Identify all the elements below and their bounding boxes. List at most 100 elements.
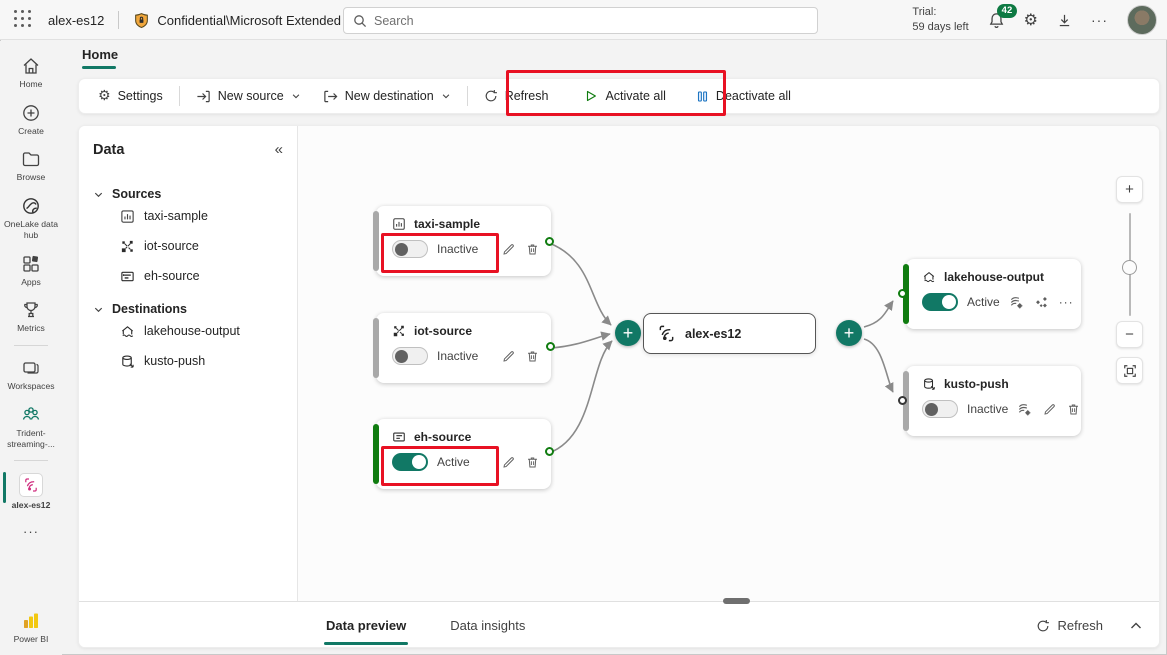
data-explorer-panel: Data « Sources taxi-sample iot-source eh… <box>79 126 298 601</box>
input-port[interactable] <box>898 396 907 405</box>
apps-icon <box>21 254 41 274</box>
workspaces-icon <box>21 358 41 378</box>
refresh-button[interactable]: Refresh <box>473 82 560 110</box>
delete-trash-icon[interactable] <box>1067 403 1080 416</box>
new-destination-button[interactable]: New destination <box>312 82 462 110</box>
delete-trash-icon[interactable] <box>526 456 539 469</box>
panel-resize-handle[interactable] <box>723 598 750 604</box>
sidebar-item-create[interactable]: Create <box>0 96 62 143</box>
metrics-icon <box>21 300 41 320</box>
sidebar-more-button[interactable]: ··· <box>23 524 39 540</box>
node-eventstream-alex-es12[interactable]: alex-es12 <box>643 313 816 354</box>
settings-button[interactable]: ⚙ Settings <box>98 88 163 104</box>
collapse-panel-button[interactable]: « <box>274 141 283 158</box>
taxi-sample-toggle[interactable] <box>392 240 428 258</box>
edit-pencil-icon[interactable] <box>502 243 515 256</box>
edge-connectors <box>548 242 894 454</box>
tree-group-destinations[interactable]: Destinations <box>93 302 283 316</box>
sidebar-item-workspaces[interactable]: Workspaces <box>0 351 62 398</box>
node-more-button[interactable]: ··· <box>1058 295 1074 309</box>
transform-stream-icon[interactable] <box>1017 402 1032 417</box>
zoom-slider-handle[interactable] <box>1122 260 1137 275</box>
activate-all-button[interactable]: Activate all <box>573 82 676 110</box>
delete-trash-icon[interactable] <box>526 243 539 256</box>
input-port[interactable] <box>898 289 907 298</box>
top-bar: alex-es12 Confidential\Microsoft Extende… <box>0 0 1167 40</box>
search-input[interactable] <box>374 13 808 28</box>
lakehouse-output-toggle[interactable] <box>922 293 958 311</box>
edit-pencil-icon[interactable] <box>502 350 515 363</box>
tree-item-taxi-sample[interactable]: taxi-sample <box>93 201 283 231</box>
chevron-down-icon <box>291 91 301 101</box>
add-destination-plus-button[interactable]: + <box>836 320 862 346</box>
new-source-button[interactable]: New source <box>185 82 312 110</box>
tree-item-lakehouse-output[interactable]: lakehouse-output <box>93 316 283 346</box>
zoom-out-button[interactable]: − <box>1116 321 1143 348</box>
output-port[interactable] <box>545 447 554 456</box>
sidebar-item-apps[interactable]: Apps <box>0 247 62 294</box>
delete-trash-icon[interactable] <box>526 350 539 363</box>
node-taxi-sample[interactable]: taxi-sample Inactive <box>373 206 551 276</box>
tree-group-sources[interactable]: Sources <box>93 187 283 201</box>
stream-canvas: taxi-sample Inactive iot-source Inactive <box>298 126 1159 601</box>
output-port[interactable] <box>546 342 555 351</box>
pause-icon <box>696 90 709 103</box>
node-kusto-push[interactable]: kusto-push Inactive <box>903 366 1081 436</box>
bottom-panel-tabs: Data preview Data insights Refresh <box>79 601 1159 647</box>
sidebar-item-metrics[interactable]: Metrics <box>0 293 62 340</box>
user-avatar[interactable] <box>1127 5 1157 35</box>
more-options-button[interactable]: ··· <box>1091 12 1108 28</box>
play-icon <box>584 89 598 103</box>
fit-to-screen-button[interactable] <box>1116 357 1143 384</box>
sidebar-item-home[interactable]: Home <box>0 49 62 96</box>
iot-source-toggle[interactable] <box>392 347 428 365</box>
status-accent-bar <box>373 318 379 378</box>
edit-pencil-icon[interactable] <box>502 456 515 469</box>
sidebar-divider <box>14 460 48 462</box>
sensitivity-label[interactable]: Confidential\Microsoft Extended <box>133 12 359 29</box>
settings-gear-icon[interactable]: ⚙ <box>1023 10 1038 29</box>
tree-item-iot-source[interactable]: iot-source <box>93 231 283 261</box>
sidebar-item-onelake[interactable]: OneLake data hub <box>0 189 62 246</box>
eh-source-toggle[interactable] <box>392 453 428 471</box>
sidebar-divider <box>14 345 48 347</box>
status-label: Active <box>967 295 1000 309</box>
refresh-icon <box>484 89 498 103</box>
status-accent-bar <box>373 211 379 271</box>
main-content-card: Data « Sources taxi-sample iot-source eh… <box>78 125 1160 648</box>
tab-home[interactable]: Home <box>82 47 118 69</box>
sidebar-item-powerbi[interactable]: Power BI <box>0 604 62 651</box>
app-launcher-icon[interactable] <box>14 10 34 30</box>
edit-pencil-icon[interactable] <box>1043 403 1056 416</box>
related-items-icon[interactable] <box>1035 296 1048 309</box>
node-iot-source[interactable]: iot-source Inactive <box>373 313 551 383</box>
sidebar-item-browse[interactable]: Browse <box>0 142 62 189</box>
collapse-panel-chevron-icon[interactable] <box>1129 619 1143 633</box>
tree-item-kusto-push[interactable]: kusto-push <box>93 346 283 376</box>
node-lakehouse-output[interactable]: lakehouse-output Active ··· <box>903 259 1081 329</box>
output-port[interactable] <box>545 237 554 246</box>
chevron-down-icon <box>93 189 104 200</box>
tree-item-eh-source[interactable]: eh-source <box>93 261 283 291</box>
zoom-in-button[interactable]: + <box>1116 176 1143 203</box>
refresh-icon <box>1036 619 1050 633</box>
deactivate-all-button[interactable]: Deactivate all <box>685 82 802 110</box>
toolbar-divider <box>178 86 180 106</box>
tab-data-preview[interactable]: Data preview <box>324 603 409 647</box>
eventhub-icon <box>120 269 135 284</box>
download-icon[interactable] <box>1057 13 1072 28</box>
status-label: Inactive <box>437 349 479 363</box>
preview-refresh-button[interactable]: Refresh <box>1036 618 1103 633</box>
sidebar-item-alex-es12[interactable]: alex-es12 <box>0 466 62 517</box>
onelake-icon <box>21 196 41 216</box>
tab-data-insights[interactable]: Data insights <box>450 618 526 633</box>
search-icon <box>353 14 367 28</box>
notifications-button[interactable]: 42 <box>988 3 1018 29</box>
sidebar-item-trident-streaming-workspace[interactable]: Trident-streaming-... <box>0 398 62 455</box>
add-source-plus-button[interactable]: + <box>615 320 641 346</box>
gear-icon: ⚙ <box>98 88 111 104</box>
node-eh-source[interactable]: eh-source Active <box>373 419 551 489</box>
search-box[interactable] <box>343 7 818 34</box>
transform-stream-icon[interactable] <box>1009 295 1024 310</box>
kusto-push-toggle[interactable] <box>922 400 958 418</box>
